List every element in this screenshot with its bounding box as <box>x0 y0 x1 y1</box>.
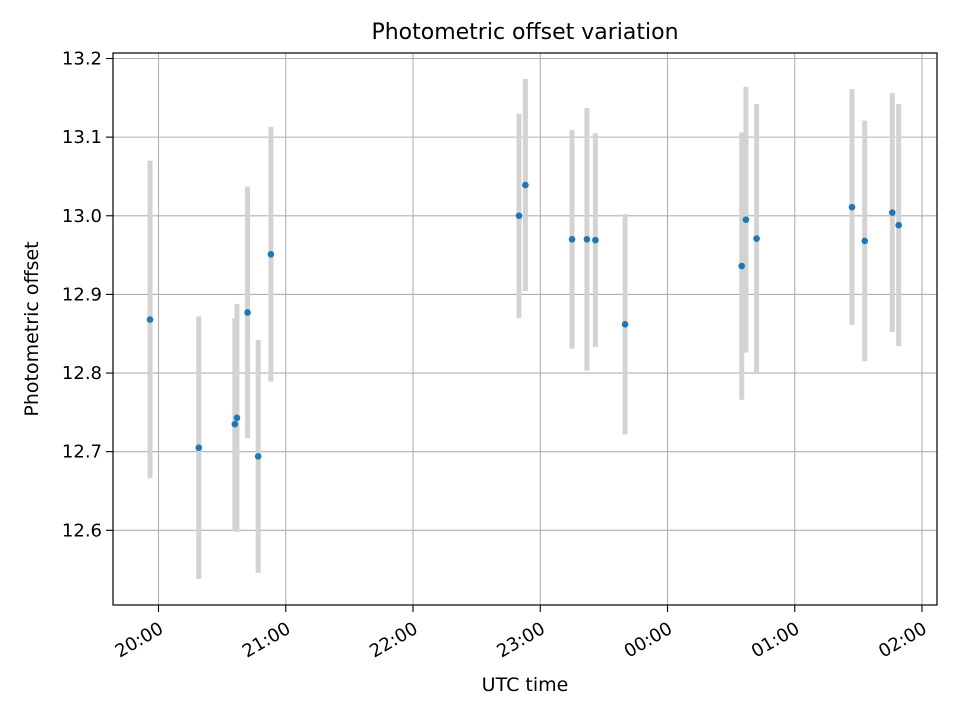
data-point <box>848 203 856 211</box>
data-point <box>583 236 591 243</box>
data-point <box>621 320 629 328</box>
data-points <box>146 181 902 460</box>
y-tick-label: 12.6 <box>62 520 102 541</box>
data-point <box>738 262 746 270</box>
data-point <box>522 181 529 189</box>
data-point <box>568 236 576 243</box>
data-point <box>889 209 896 216</box>
data-point <box>753 235 760 242</box>
y-tick-label: 12.9 <box>62 284 102 305</box>
data-point <box>861 237 869 245</box>
data-point <box>895 221 902 229</box>
data-point <box>254 453 262 460</box>
y-tick-label: 13.2 <box>62 49 102 70</box>
y-tick-label: 12.8 <box>62 363 102 384</box>
data-point <box>592 236 599 244</box>
data-point <box>233 414 241 422</box>
y-axis-ticks: 12.6 12.7 12.8 12.9 13.0 13.1 13.2 <box>62 49 113 541</box>
chart-title: Photometric offset variation <box>371 20 678 45</box>
data-point <box>231 420 239 428</box>
y-tick-label: 12.7 <box>62 442 102 463</box>
y-tick-label: 13.1 <box>62 127 102 148</box>
data-point <box>742 216 750 224</box>
y-tick-label: 13.0 <box>62 206 102 227</box>
y-axis-label: Photometric offset <box>21 241 43 416</box>
data-point <box>244 309 251 316</box>
data-point <box>195 444 203 452</box>
x-axis-label: UTC time <box>482 674 569 696</box>
data-point <box>267 250 275 258</box>
data-point <box>146 316 154 323</box>
plot-frame <box>112 52 938 606</box>
data-point <box>515 212 523 220</box>
